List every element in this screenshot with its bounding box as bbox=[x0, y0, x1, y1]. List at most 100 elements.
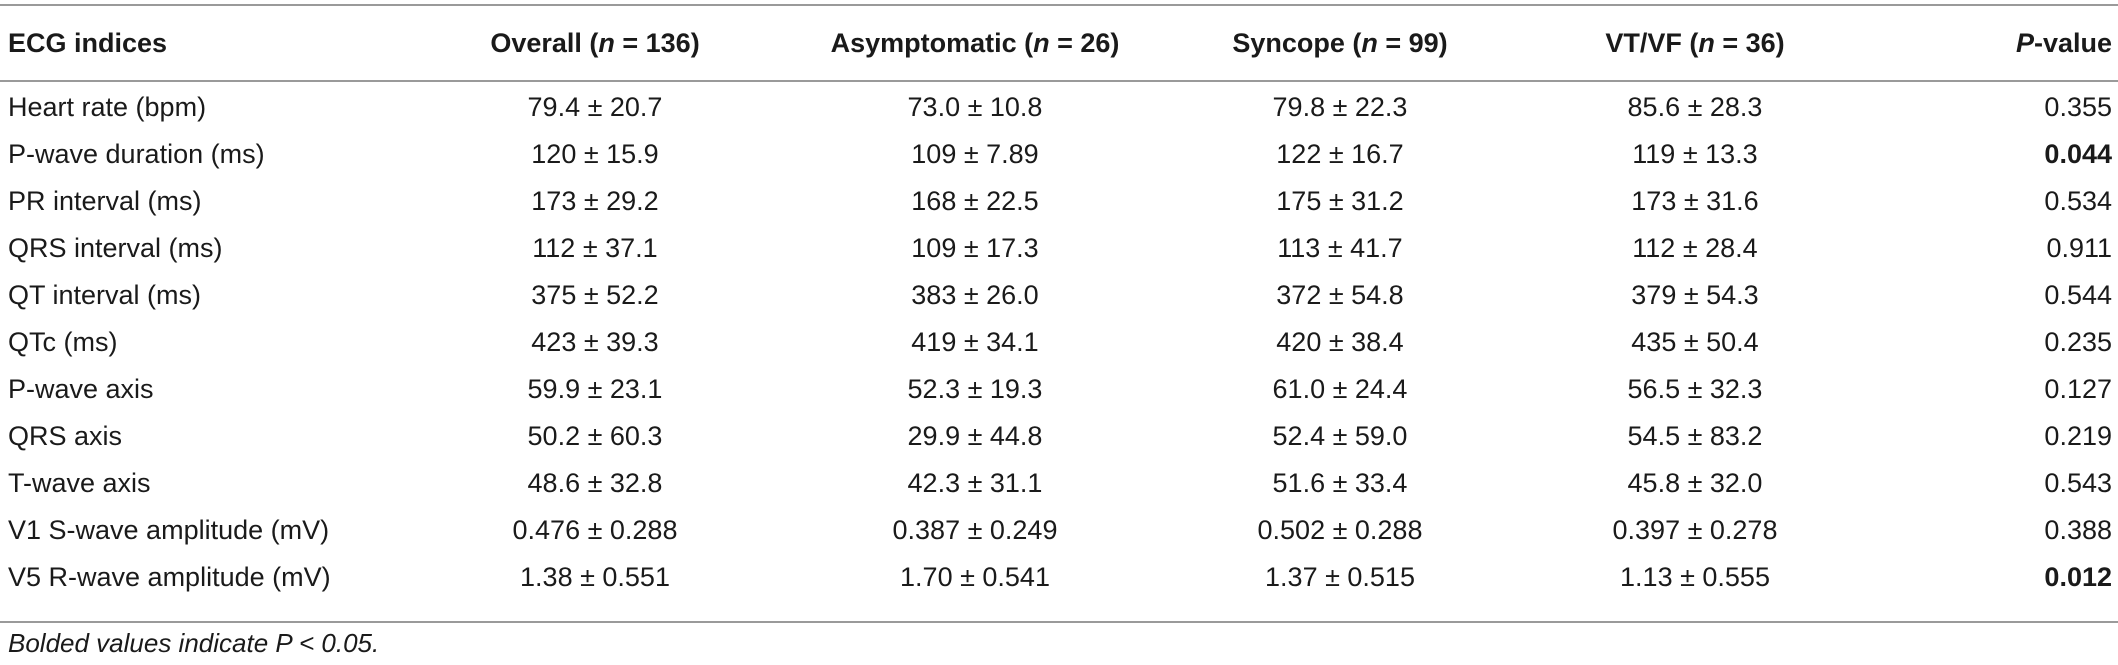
table-row: PR interval (ms) 173 ± 29.2 168 ± 22.5 1… bbox=[0, 178, 2118, 225]
cell-syncope: 122 ± 16.7 bbox=[1276, 139, 1404, 169]
table-row: V5 R-wave amplitude (mV) 1.38 ± 0.551 1.… bbox=[0, 554, 2118, 601]
cell-asymptomatic: 52.3 ± 19.3 bbox=[907, 374, 1043, 404]
column-header-asymptomatic: Asymptomatic (n = 26) bbox=[780, 6, 1170, 80]
cell-vtvf: 56.5 ± 32.3 bbox=[1627, 374, 1763, 404]
cell-asymptomatic: 29.9 ± 44.8 bbox=[907, 421, 1043, 451]
cell-p-value: 0.235 bbox=[2044, 327, 2112, 357]
cell-asymptomatic: 73.0 ± 10.8 bbox=[907, 92, 1043, 122]
column-header-ecg-indices: ECG indices bbox=[0, 6, 410, 80]
header-text: ECG indices bbox=[8, 27, 168, 58]
cell-overall: 50.2 ± 60.3 bbox=[527, 421, 663, 451]
header-text: -value bbox=[2033, 27, 2112, 58]
row-label: P-wave axis bbox=[8, 374, 154, 404]
cell-overall: 59.9 ± 23.1 bbox=[527, 374, 663, 404]
cell-vtvf: 0.397 ± 0.278 bbox=[1612, 515, 1778, 545]
cell-vtvf: 85.6 ± 28.3 bbox=[1627, 92, 1763, 122]
header-italic-variable: n bbox=[1361, 27, 1378, 58]
cell-syncope: 0.502 ± 0.288 bbox=[1257, 515, 1423, 545]
cell-p-value: 0.355 bbox=[2044, 92, 2112, 122]
header-text: = 26) bbox=[1049, 27, 1120, 58]
cell-overall: 0.476 ± 0.288 bbox=[512, 515, 678, 545]
header-italic-variable: n bbox=[1698, 27, 1715, 58]
cell-asymptomatic: 109 ± 7.89 bbox=[911, 139, 1039, 169]
column-header-syncope: Syncope (n = 99) bbox=[1170, 6, 1510, 80]
cell-syncope: 51.6 ± 33.4 bbox=[1272, 468, 1408, 498]
cell-asymptomatic: 383 ± 26.0 bbox=[911, 280, 1039, 310]
cell-asymptomatic: 0.387 ± 0.249 bbox=[892, 515, 1058, 545]
cell-p-value: 0.543 bbox=[2044, 468, 2112, 498]
cell-overall: 120 ± 15.9 bbox=[531, 139, 659, 169]
header-text: = 136) bbox=[614, 27, 700, 58]
cell-syncope: 79.8 ± 22.3 bbox=[1272, 92, 1408, 122]
cell-vtvf: 112 ± 28.4 bbox=[1632, 233, 1758, 263]
table-row: Heart rate (bpm) 79.4 ± 20.7 73.0 ± 10.8… bbox=[0, 80, 2118, 131]
cell-vtvf: 119 ± 13.3 bbox=[1632, 139, 1758, 169]
cell-vtvf: 1.13 ± 0.555 bbox=[1620, 562, 1770, 592]
cell-syncope: 372 ± 54.8 bbox=[1276, 280, 1404, 310]
cell-overall: 79.4 ± 20.7 bbox=[527, 92, 663, 122]
row-label: P-wave duration (ms) bbox=[8, 139, 265, 169]
cell-overall: 1.38 ± 0.551 bbox=[520, 562, 670, 592]
cell-vtvf: 435 ± 50.4 bbox=[1631, 327, 1759, 357]
header-italic-variable: P bbox=[2015, 27, 2034, 58]
row-label: QT interval (ms) bbox=[8, 280, 202, 310]
cell-syncope: 175 ± 31.2 bbox=[1276, 186, 1404, 216]
cell-asymptomatic: 109 ± 17.3 bbox=[911, 233, 1039, 263]
cell-asymptomatic: 1.70 ± 0.541 bbox=[900, 562, 1050, 592]
cell-syncope: 1.37 ± 0.515 bbox=[1265, 562, 1415, 592]
cell-p-value: 0.911 bbox=[2046, 233, 2112, 263]
header-text: Overall ( bbox=[490, 27, 599, 58]
cell-syncope: 420 ± 38.4 bbox=[1276, 327, 1404, 357]
table-row: QTc (ms) 423 ± 39.3 419 ± 34.1 420 ± 38.… bbox=[0, 319, 2118, 366]
table-row: QRS axis 50.2 ± 60.3 29.9 ± 44.8 52.4 ± … bbox=[0, 413, 2118, 460]
cell-vtvf: 45.8 ± 32.0 bbox=[1627, 468, 1763, 498]
header-italic-variable: n bbox=[1033, 27, 1050, 58]
cell-syncope: 113 ± 41.7 bbox=[1277, 233, 1403, 263]
header-text: = 99) bbox=[1377, 27, 1448, 58]
cell-asymptomatic: 419 ± 34.1 bbox=[911, 327, 1039, 357]
table-row: QRS interval (ms) 112 ± 37.1 109 ± 17.3 … bbox=[0, 225, 2118, 272]
row-label: V1 S-wave amplitude (mV) bbox=[8, 515, 330, 545]
table-row: P-wave axis 59.9 ± 23.1 52.3 ± 19.3 61.0… bbox=[0, 366, 2118, 413]
cell-vtvf: 379 ± 54.3 bbox=[1631, 280, 1759, 310]
cell-vtvf: 173 ± 31.6 bbox=[1631, 186, 1759, 216]
row-label: T-wave axis bbox=[8, 468, 151, 498]
cell-p-value: 0.534 bbox=[2044, 186, 2112, 216]
top-rule bbox=[0, 4, 2118, 6]
cell-syncope: 61.0 ± 24.4 bbox=[1272, 374, 1408, 404]
cell-p-value: 0.127 bbox=[2044, 374, 2112, 404]
table-footnote: Bolded values indicate P < 0.05. bbox=[8, 628, 380, 658]
row-label: QRS interval (ms) bbox=[8, 233, 223, 263]
column-header-p-value: P-value bbox=[1880, 6, 2118, 80]
header-text: Syncope ( bbox=[1232, 27, 1362, 58]
cell-p-value: 0.012 bbox=[2044, 562, 2112, 592]
header-text: = 36) bbox=[1714, 27, 1785, 58]
header-text: VT/VF ( bbox=[1605, 27, 1699, 58]
cell-asymptomatic: 42.3 ± 31.1 bbox=[907, 468, 1043, 498]
table-header-row: ECG indices Overall (n = 136) Asymptomat… bbox=[0, 6, 2118, 80]
cell-p-value: 0.044 bbox=[2044, 139, 2112, 169]
ecg-indices-table: ECG indices Overall (n = 136) Asymptomat… bbox=[0, 6, 2118, 601]
row-label: V5 R-wave amplitude (mV) bbox=[8, 562, 331, 592]
cell-overall: 48.6 ± 32.8 bbox=[527, 468, 663, 498]
table-row: T-wave axis 48.6 ± 32.8 42.3 ± 31.1 51.6… bbox=[0, 460, 2118, 507]
column-header-vtvf: VT/VF (n = 36) bbox=[1510, 6, 1880, 80]
cell-overall: 375 ± 52.2 bbox=[531, 280, 659, 310]
row-label: PR interval (ms) bbox=[8, 186, 202, 216]
row-label: QTc (ms) bbox=[8, 327, 118, 357]
row-label: QRS axis bbox=[8, 421, 123, 451]
header-italic-variable: n bbox=[598, 27, 615, 58]
table-row: V1 S-wave amplitude (mV) 0.476 ± 0.288 0… bbox=[0, 507, 2118, 554]
header-text: Asymptomatic ( bbox=[830, 27, 1034, 58]
cell-p-value: 0.219 bbox=[2044, 421, 2112, 451]
table-row: QT interval (ms) 375 ± 52.2 383 ± 26.0 3… bbox=[0, 272, 2118, 319]
row-label: Heart rate (bpm) bbox=[8, 92, 207, 122]
cell-overall: 173 ± 29.2 bbox=[531, 186, 659, 216]
cell-p-value: 0.388 bbox=[2044, 515, 2112, 545]
table-row: P-wave duration (ms) 120 ± 15.9 109 ± 7.… bbox=[0, 131, 2118, 178]
cell-asymptomatic: 168 ± 22.5 bbox=[911, 186, 1039, 216]
cell-overall: 112 ± 37.1 bbox=[532, 233, 658, 263]
header-rule bbox=[0, 80, 2118, 82]
cell-syncope: 52.4 ± 59.0 bbox=[1272, 421, 1408, 451]
